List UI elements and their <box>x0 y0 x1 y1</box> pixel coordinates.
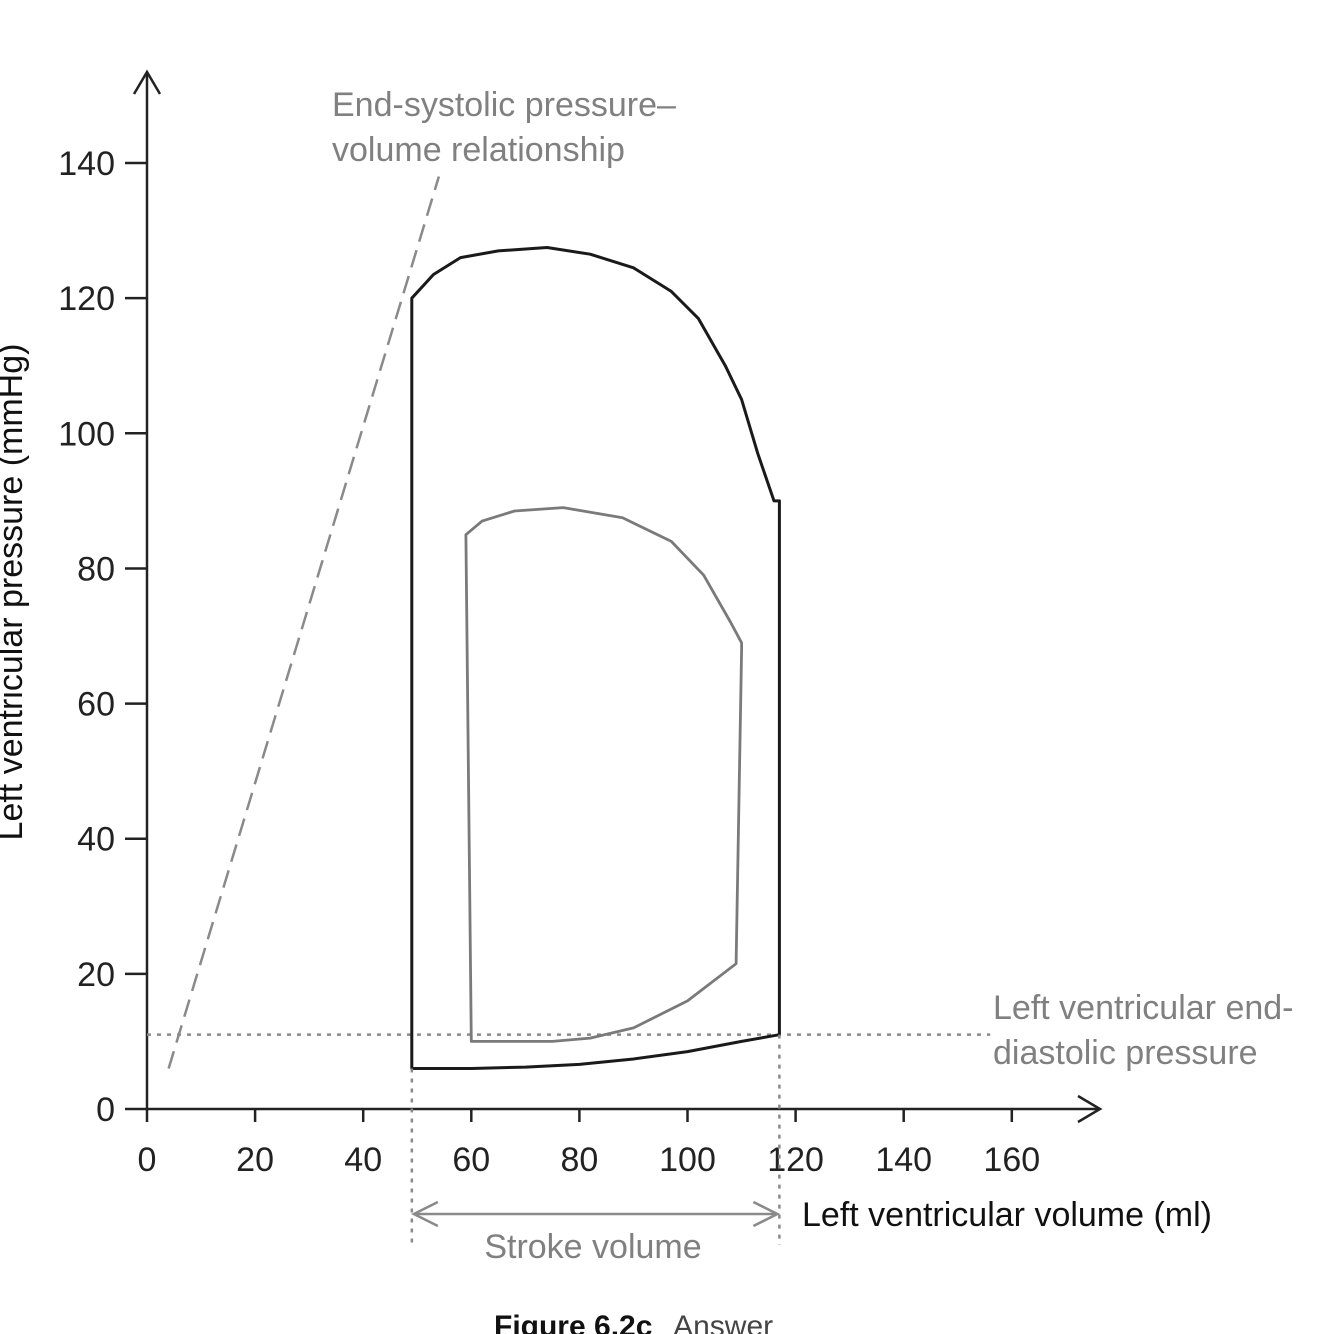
stroke-volume-arrow-left <box>411 1200 439 1228</box>
x-tick-label: 140 <box>875 1141 932 1179</box>
x-tick-label: 60 <box>452 1141 490 1179</box>
espvr-label-line-2: volume relationship <box>332 131 625 169</box>
stroke-volume-arrow-right <box>752 1200 781 1228</box>
ticks: 0 20 40 60 80 100 120 140 160 0 20 40 60 80 100 120 140 <box>58 145 1040 1179</box>
y-tick-label: 140 <box>58 145 115 183</box>
pv-loop-outer <box>410 246 781 1070</box>
y-tick-label: 120 <box>58 280 115 318</box>
y-tick-label: 100 <box>58 415 115 453</box>
lvedp-label-line-2: diastolic pressure <box>993 1034 1258 1072</box>
x-axis-arrowhead <box>1077 1094 1103 1124</box>
stroke-volume-label: Stroke volume <box>484 1228 701 1266</box>
y-axis-arrowhead <box>132 69 162 95</box>
x-tick-label: 100 <box>659 1141 716 1179</box>
y-tick-label: 80 <box>77 550 115 588</box>
x-tick-label: 120 <box>767 1141 824 1179</box>
x-tick-label: 0 <box>138 1141 157 1179</box>
stroke-volume-marker <box>410 1034 781 1245</box>
x-axis-title: Left ventricular volume (ml) <box>802 1196 1212 1234</box>
espvr-label-line-1: End-systolic pressure– <box>332 86 676 124</box>
y-tick-label: 0 <box>96 1091 115 1129</box>
y-tick-label: 20 <box>77 956 115 994</box>
x-tick-label: 80 <box>560 1141 598 1179</box>
lvedp-label-line-1: Left ventricular end- <box>993 989 1294 1027</box>
figure-caption-text: Answer <box>673 1310 773 1334</box>
x-tick-label: 160 <box>983 1141 1040 1179</box>
x-tick-label: 20 <box>236 1141 274 1179</box>
x-tick-label: 40 <box>344 1141 382 1179</box>
y-tick-label: 40 <box>77 821 115 859</box>
espvr-dashed-line <box>167 176 441 1069</box>
reference-lines <box>147 176 991 1069</box>
figure-caption: Figure 6.2c Answer <box>494 1310 773 1334</box>
y-tick-label: 60 <box>77 686 115 724</box>
y-axis-title: Left ventricular pressure (mmHg) <box>0 344 30 841</box>
figure-caption-number: Figure 6.2c <box>494 1310 652 1334</box>
pv-loop-inner <box>464 506 743 1043</box>
pv-loops <box>410 246 781 1070</box>
axes <box>132 69 1103 1124</box>
